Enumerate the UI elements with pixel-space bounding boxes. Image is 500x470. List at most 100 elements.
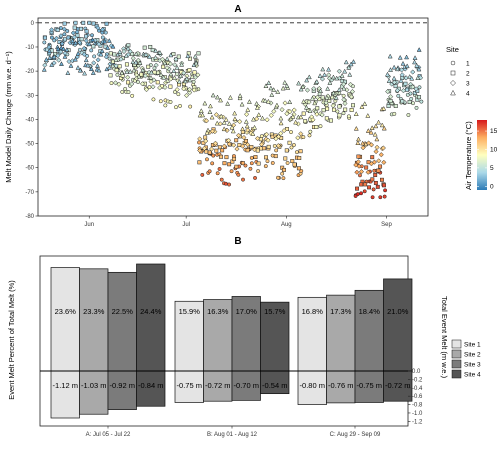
site-3-point bbox=[74, 29, 80, 35]
site-2-point bbox=[366, 160, 371, 165]
site-3-point bbox=[245, 127, 251, 133]
site-3-point bbox=[55, 53, 61, 59]
site-4-point bbox=[43, 56, 49, 62]
x-tick-label: Jun bbox=[84, 222, 94, 228]
site-4-point bbox=[153, 48, 159, 53]
site-3-point bbox=[95, 57, 101, 63]
site-2-point bbox=[283, 156, 288, 161]
site-2-point bbox=[234, 138, 239, 143]
y-tick-label: -20 bbox=[25, 69, 34, 75]
site-4-point bbox=[179, 61, 185, 67]
site-3-point bbox=[255, 135, 261, 142]
site-4-point bbox=[198, 108, 204, 113]
site-1-point bbox=[383, 188, 388, 193]
site-4-point bbox=[153, 54, 158, 60]
site-4-point bbox=[391, 64, 397, 70]
site-2-point bbox=[296, 166, 301, 171]
site-1-point bbox=[341, 111, 346, 116]
site-1-point bbox=[215, 171, 220, 176]
y-tick-label: -30 bbox=[25, 93, 34, 99]
y-tick-label: -80 bbox=[25, 214, 34, 220]
melt-label: -0.72 m bbox=[205, 381, 230, 390]
site-3-point bbox=[244, 111, 250, 117]
x-tick-label: Jul bbox=[182, 222, 190, 228]
site-4-point bbox=[204, 130, 210, 135]
percent-label: 15.7% bbox=[264, 307, 286, 316]
site-1-point bbox=[92, 54, 97, 59]
site-1-point bbox=[289, 130, 293, 135]
x-tick-label: Sep bbox=[381, 222, 392, 228]
site-2-point bbox=[43, 35, 47, 40]
site-2-point bbox=[186, 51, 191, 56]
site-3-point bbox=[254, 116, 260, 122]
site-1-point bbox=[362, 189, 367, 194]
site-4-point bbox=[252, 124, 258, 130]
site-4-point bbox=[266, 80, 272, 85]
color-tick-label: 0 bbox=[490, 183, 494, 190]
site-1-point bbox=[308, 129, 313, 134]
site-2-point bbox=[373, 173, 378, 177]
site-3-point bbox=[153, 62, 159, 68]
site-4-point bbox=[309, 95, 315, 101]
site-1-point bbox=[172, 90, 177, 94]
site-4-point bbox=[161, 74, 167, 80]
site-3-point bbox=[356, 163, 362, 169]
site-2-point bbox=[84, 29, 89, 34]
site-1-point bbox=[89, 48, 94, 53]
site-4-point bbox=[130, 59, 136, 65]
site-2-point bbox=[171, 52, 176, 57]
y-tick-label: -10 bbox=[25, 45, 34, 51]
site-3-point bbox=[58, 33, 64, 39]
panel-b-bars: 23.6% -1.12 m 23.3% -1.03 m 22.5% -0.92 m 24.4… bbox=[50, 263, 413, 419]
site-3-point bbox=[275, 143, 281, 149]
y-tick-label: -70 bbox=[25, 190, 34, 196]
site-3-point bbox=[139, 81, 146, 87]
site-3-point bbox=[240, 143, 246, 149]
site-3-point bbox=[208, 146, 215, 152]
color-tick-label: 10 bbox=[490, 146, 498, 153]
site-3-point bbox=[174, 87, 180, 93]
site-3-point bbox=[241, 134, 247, 141]
y-tick-label: -60 bbox=[25, 166, 34, 172]
site-2-point bbox=[400, 99, 405, 104]
site-4-point bbox=[336, 90, 342, 95]
site-4-point bbox=[287, 99, 293, 105]
site-3-point bbox=[197, 136, 203, 142]
site-2-point bbox=[393, 104, 398, 108]
site-2-point bbox=[367, 185, 372, 190]
melt-bar bbox=[326, 370, 356, 404]
site-4-point bbox=[346, 64, 352, 70]
site-4-point bbox=[365, 113, 371, 118]
site-4-point bbox=[330, 74, 336, 80]
site-1-point bbox=[103, 30, 108, 35]
site-1-point bbox=[188, 104, 193, 109]
panel-b: B 23.6% -1.12 m 23.3% -1.03 m 22.5% -0.92 m 24… bbox=[7, 236, 481, 438]
site-4-point bbox=[322, 72, 327, 77]
site-2-point bbox=[126, 80, 131, 85]
site-4-point bbox=[407, 74, 413, 79]
percent-label: 23.6% bbox=[55, 307, 77, 316]
site-1-point bbox=[281, 176, 286, 181]
site-1-point bbox=[205, 157, 209, 162]
site-4-point bbox=[230, 128, 236, 134]
site-4-point bbox=[274, 102, 280, 108]
site-3-point bbox=[65, 35, 71, 41]
site-4-point bbox=[137, 60, 143, 65]
site-4-point bbox=[221, 119, 227, 125]
melt-label: -0.72 m bbox=[385, 381, 410, 390]
panel-a-title: A bbox=[234, 4, 241, 15]
site-1-point bbox=[359, 191, 364, 196]
site-3-point bbox=[347, 81, 354, 88]
site-4-point bbox=[400, 60, 406, 66]
site-3-point bbox=[374, 144, 380, 150]
site-2-point bbox=[375, 184, 380, 189]
site-2-point bbox=[222, 161, 227, 166]
site-3-point bbox=[150, 84, 156, 90]
site-2-point bbox=[156, 70, 160, 75]
site-1-point bbox=[341, 93, 346, 98]
site-1-point bbox=[65, 29, 70, 33]
melt-label: -0.80 m bbox=[300, 381, 325, 390]
site-4-point bbox=[244, 123, 250, 129]
site-4-point bbox=[232, 116, 238, 122]
percent-label: 17.0% bbox=[236, 307, 258, 316]
